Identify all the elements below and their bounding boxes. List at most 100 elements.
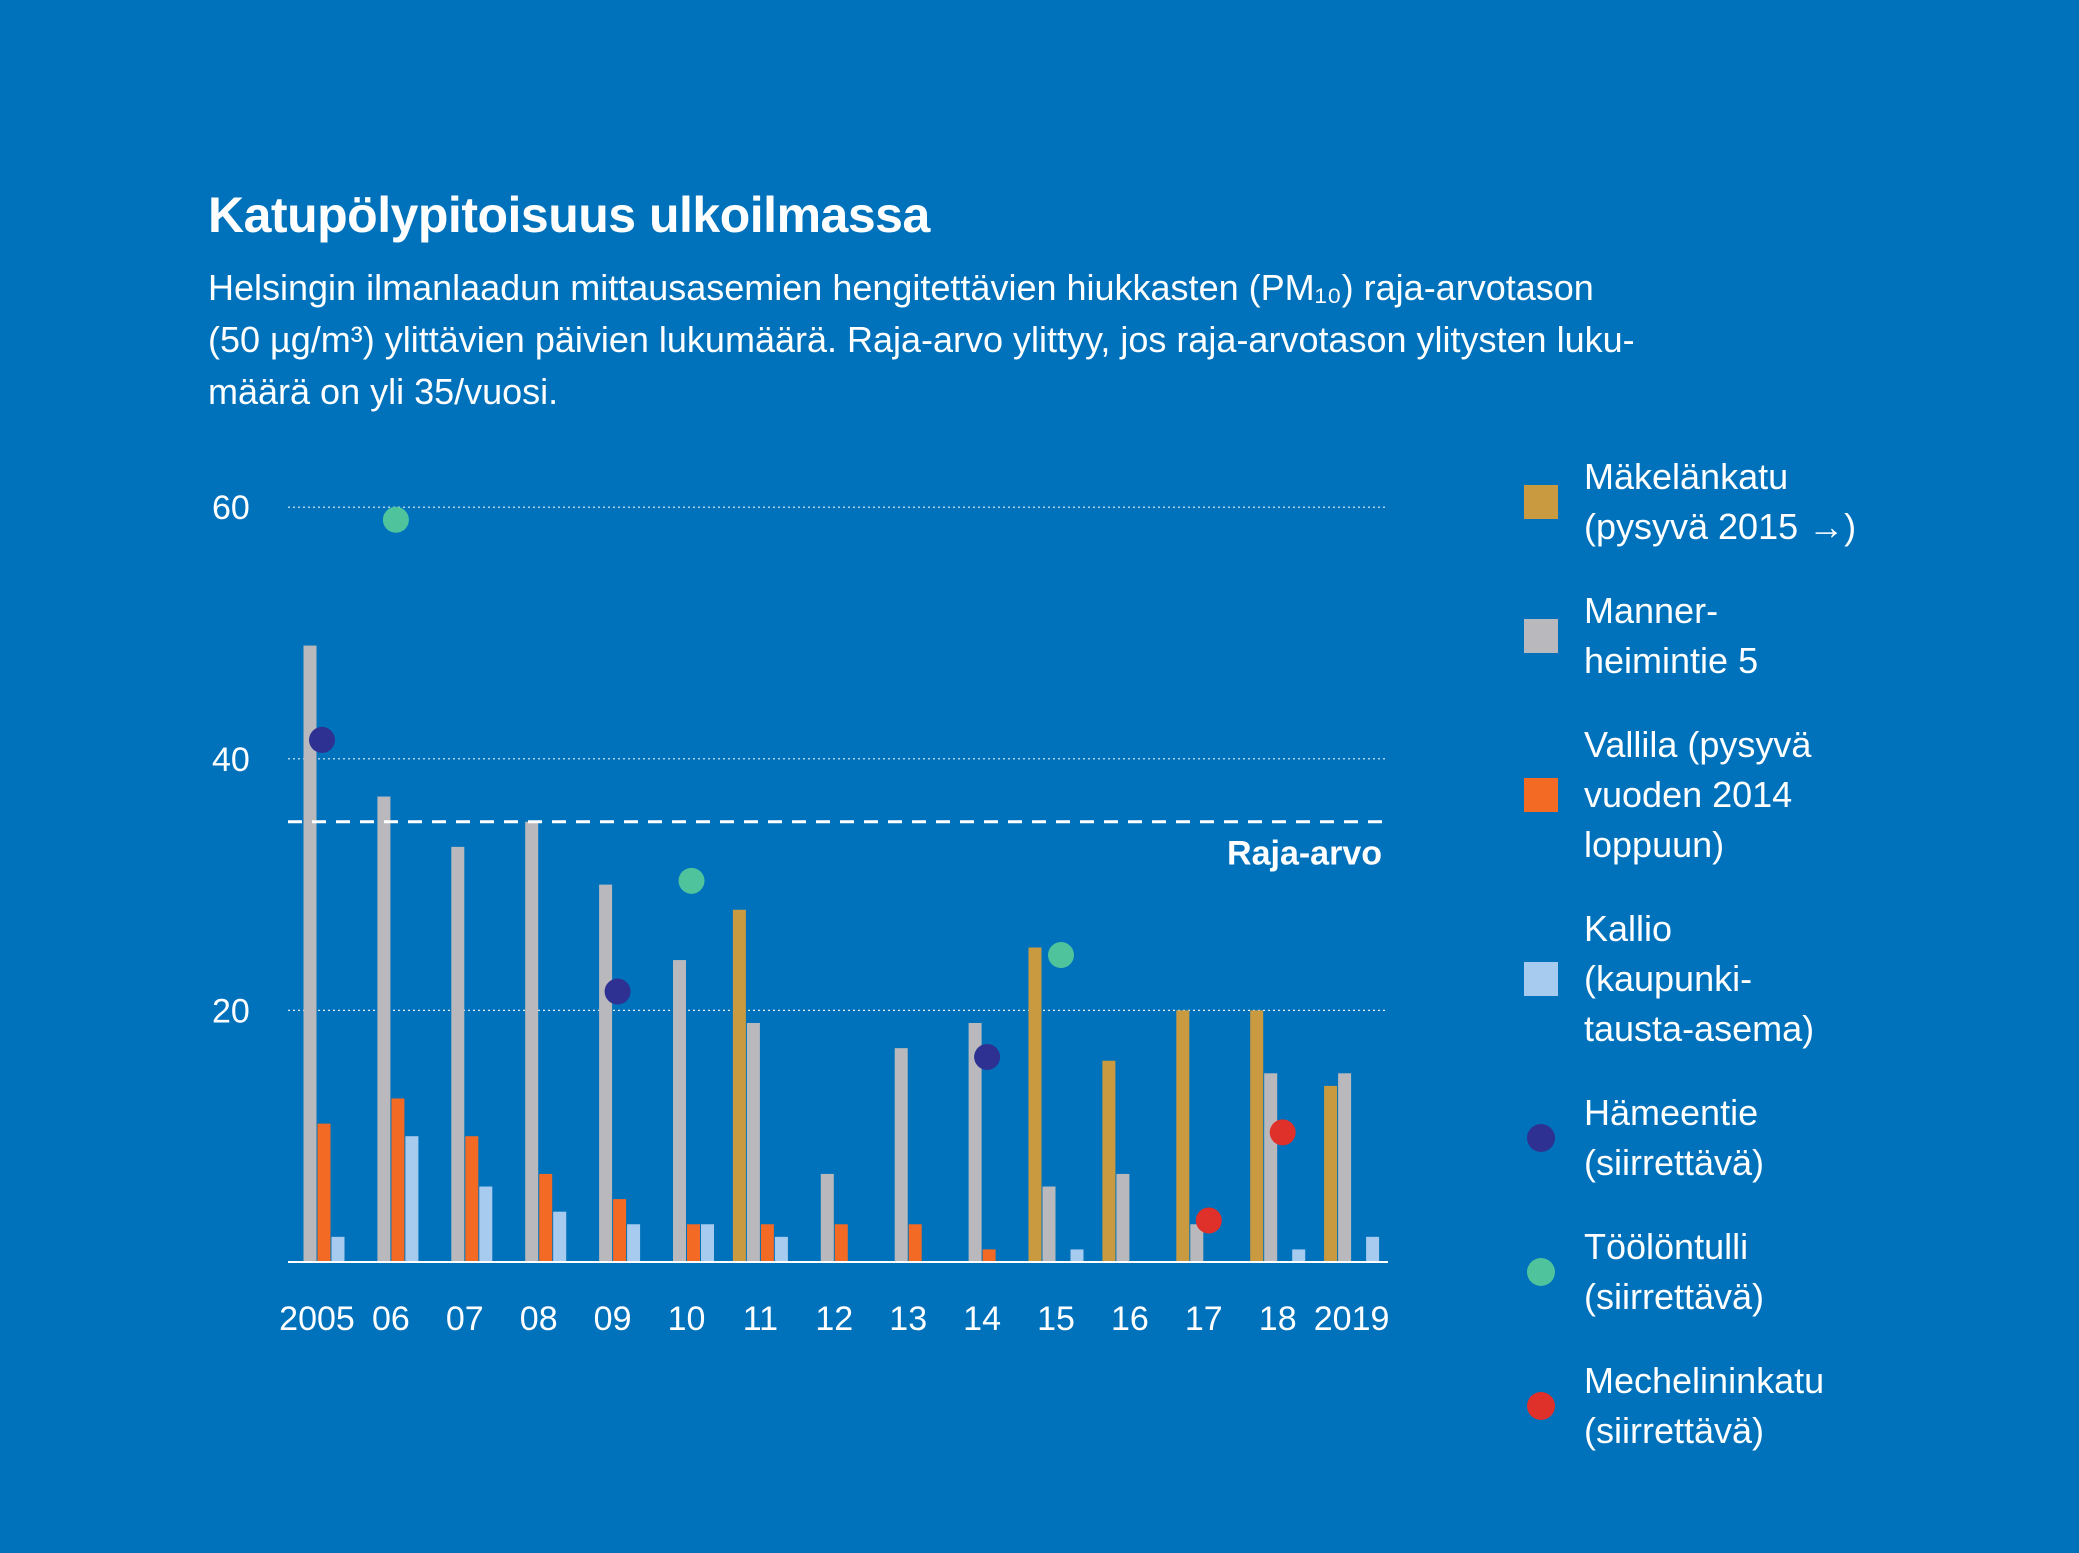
legend-label: Hämeentie (siirrettävä): [1584, 1088, 2040, 1188]
bar-kallio: [331, 1236, 345, 1262]
x-tick-label: 12: [815, 1300, 853, 1338]
legend-label-line: (siirrettävä): [1584, 1276, 1765, 1317]
bar-kallio: [479, 1186, 493, 1262]
legend-label-line: Töölöntulli: [1584, 1226, 1749, 1267]
legend-label-line: Hämeentie: [1584, 1092, 1759, 1133]
point-hameentie: [309, 726, 335, 753]
bar-kallio: [627, 1224, 641, 1262]
legend-label: Kallio (kaupunki-tausta-asema): [1584, 904, 2040, 1054]
x-tick-label: 06: [372, 1300, 410, 1338]
legend-label-line: (siirrettävä): [1584, 1142, 1765, 1183]
bar-mannerheimintie: [1042, 1186, 1056, 1262]
legend-label-line: vuoden 2014: [1584, 774, 1793, 815]
x-tick-label: 11: [743, 1300, 778, 1338]
point-toolontulli: [382, 506, 409, 533]
bar-mannerheimintie: [599, 884, 613, 1262]
bar-makelankatu: [732, 909, 746, 1262]
chart-title: Katupölypitoisuus ulkoilmassa: [208, 187, 930, 243]
bar-vallila: [465, 1136, 479, 1262]
chart-legend: Mäkelänkatu (pysyvä 2015 →) Manner-heimint…: [1520, 452, 2040, 1456]
bar-makelankatu: [1028, 947, 1042, 1262]
bar-mannerheimintie: [894, 1048, 908, 1262]
bar-vallila: [391, 1098, 405, 1262]
legend-item: Mechelininkatu (siirrettävä): [1520, 1356, 2040, 1456]
bar-mannerheimintie: [968, 1022, 982, 1262]
bar-mannerheimintie: [1338, 1073, 1352, 1262]
subtitle-line: (50 µg/m³) ylittävien päivien lukumäärä.…: [208, 319, 1635, 360]
bar-mannerheimintie: [1190, 1224, 1204, 1262]
bar-kallio: [1366, 1236, 1380, 1262]
x-tick-label: 16: [1111, 1300, 1149, 1338]
bar-vallila: [539, 1173, 553, 1262]
bar-vallila: [908, 1224, 922, 1262]
legend-dot-swatch: [1527, 1258, 1555, 1286]
legend-label-line: heimintie 5: [1584, 640, 1759, 681]
legend-item: Vallila (pysyvä vuoden 2014 loppuun): [1520, 720, 2040, 870]
legend-dot-swatch: [1527, 1124, 1555, 1152]
bar-kallio: [701, 1224, 714, 1262]
bar-mannerheimintie: [451, 846, 465, 1262]
legend-label-line: (pysyvä 2015 →): [1584, 506, 1857, 547]
legend-item: Kallio (kaupunki-tausta-asema): [1520, 904, 2040, 1054]
legend-label: Manner-heimintie 5: [1584, 586, 2040, 686]
bar-vallila: [982, 1249, 996, 1262]
y-tick-label: 40: [212, 741, 250, 779]
x-tick-label: 18: [1259, 1300, 1297, 1338]
y-tick-label: 60: [212, 489, 250, 527]
x-tick-label: 07: [446, 1300, 484, 1338]
legend-label: Töölöntulli (siirrettävä): [1584, 1222, 2040, 1322]
point-toolontulli: [1048, 942, 1074, 969]
legend-item: Mäkelänkatu (pysyvä 2015 →): [1520, 452, 2040, 552]
legend-item: Töölöntulli (siirrettävä): [1520, 1222, 2040, 1322]
subtitle-line: Helsingin ilmanlaadun mittausasemien hen…: [208, 267, 1594, 308]
bar-mannerheimintie: [525, 821, 539, 1262]
x-tick-label: 10: [668, 1300, 706, 1338]
x-tick-label: 09: [594, 1300, 632, 1338]
point-mechelininkatu: [1269, 1119, 1296, 1146]
legend-label-line: tausta-asema): [1584, 1008, 1815, 1049]
legend-label-line: Manner-: [1584, 590, 1719, 631]
legend-label-line: Mechelininkatu: [1584, 1360, 1825, 1401]
point-toolontulli: [678, 867, 705, 894]
bar-mannerheimintie: [746, 1022, 760, 1262]
bar-makelankatu: [1102, 1060, 1116, 1262]
legend-label-line: loppuun): [1584, 824, 1725, 865]
bar-vallila: [687, 1224, 700, 1262]
bar-makelankatu: [1176, 1010, 1190, 1262]
bar-vallila: [760, 1224, 774, 1262]
legend-label: Mechelininkatu (siirrettävä): [1584, 1356, 2040, 1456]
legend-label-line: Kallio: [1584, 908, 1673, 949]
bar-vallila: [317, 1123, 331, 1262]
legend-label-line: (kaupunki-: [1584, 958, 1753, 999]
x-tick-label: 13: [889, 1300, 927, 1338]
chart-subtitle: Helsingin ilmanlaadun mittausasemien hen…: [208, 262, 1848, 418]
legend-square-swatch: [1524, 485, 1558, 519]
legend-square-swatch: [1524, 619, 1558, 653]
point-mechelininkatu: [1195, 1207, 1222, 1234]
bar-kallio: [1292, 1249, 1306, 1262]
point-hameentie: [974, 1043, 1001, 1070]
x-tick-label: 17: [1185, 1300, 1223, 1338]
legend-label-line: Mäkelänkatu: [1584, 456, 1789, 497]
bar-vallila: [613, 1199, 627, 1262]
bar-kallio: [1070, 1249, 1084, 1262]
bar-mannerheimintie: [820, 1173, 834, 1262]
bar-mannerheimintie: [1264, 1073, 1278, 1262]
legend-label: Mäkelänkatu (pysyvä 2015 →): [1584, 452, 2040, 552]
legend-label-line: Vallila (pysyvä: [1584, 724, 1812, 765]
bar-mannerheimintie: [377, 796, 391, 1262]
x-tick-label: 08: [520, 1300, 558, 1338]
subtitle-line: määrä on yli 35/vuosi.: [208, 371, 559, 412]
legend-dot-swatch: [1527, 1392, 1555, 1420]
bar-makelankatu: [1250, 1010, 1264, 1262]
reference-line-label: Raja-arvo: [1227, 835, 1382, 873]
legend-item: Hämeentie (siirrettävä): [1520, 1088, 2040, 1188]
bar-kallio: [405, 1136, 419, 1262]
y-tick-label: 20: [212, 992, 250, 1030]
x-tick-label: 14: [963, 1300, 1001, 1338]
x-tick-label: 2019: [1314, 1300, 1390, 1338]
legend-square-swatch: [1524, 778, 1558, 812]
legend-square-swatch: [1524, 962, 1558, 996]
point-hameentie: [604, 978, 631, 1005]
